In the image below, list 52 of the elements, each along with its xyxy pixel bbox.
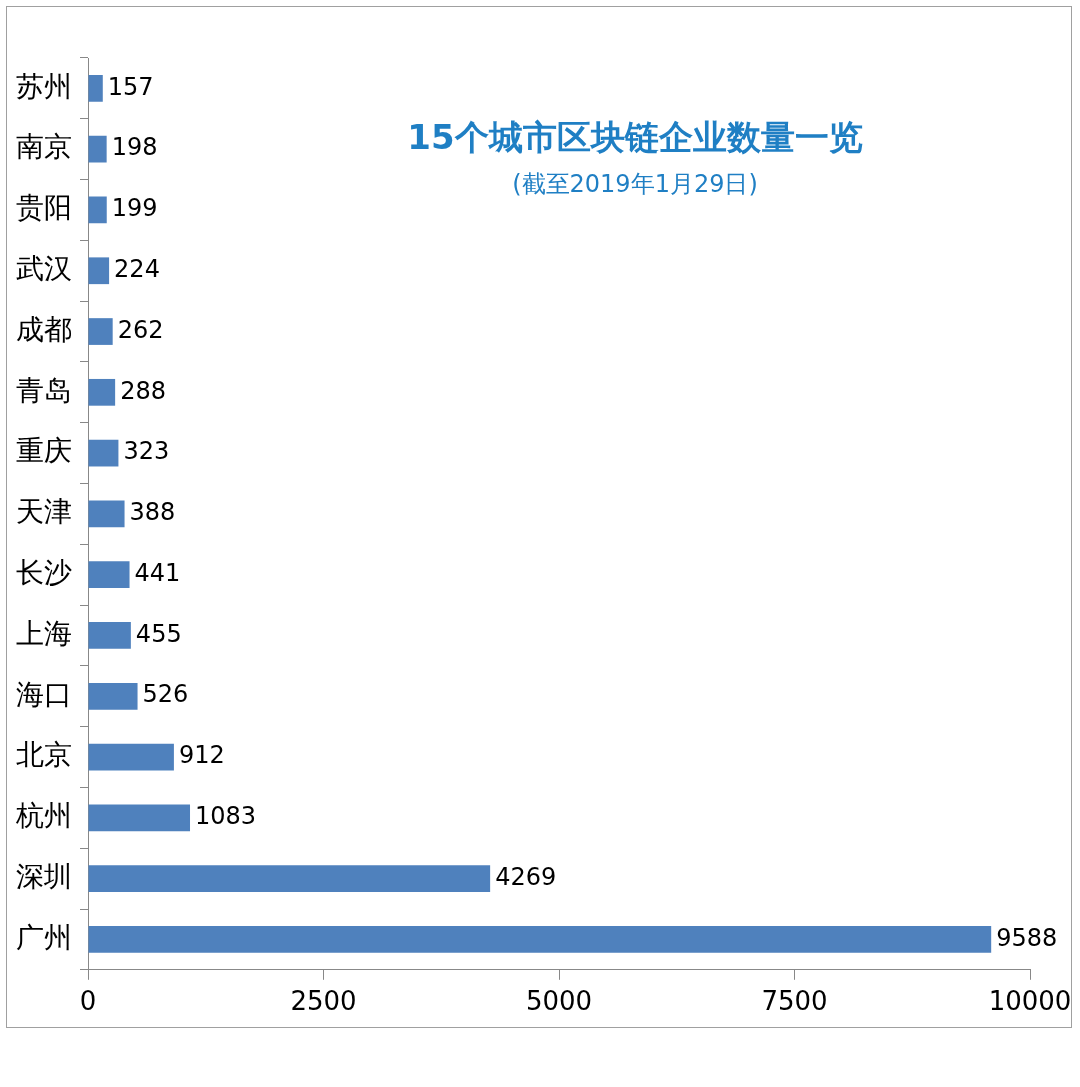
bar — [88, 196, 107, 224]
y-tick-label: 武汉 — [16, 252, 72, 286]
y-tick-label: 上海 — [16, 616, 72, 650]
y-tick-label: 重庆 — [16, 434, 72, 468]
y-tick-label: 青岛 — [16, 373, 72, 407]
data-label: 441 — [134, 558, 181, 587]
y-tick-label: 南京 — [16, 130, 72, 164]
bar — [88, 865, 491, 892]
data-label: 1083 — [195, 802, 257, 831]
data-label: 262 — [117, 315, 164, 344]
y-tick-label: 深圳 — [16, 859, 72, 893]
bar — [88, 257, 110, 285]
bar — [88, 500, 125, 528]
y-tick-label: 海口 — [16, 677, 72, 711]
x-tick-label: 7500 — [761, 986, 828, 1017]
text: 15个城市区块链企业数量一览 — [406, 116, 864, 159]
bar — [88, 804, 191, 832]
bar — [88, 135, 107, 163]
data-label: 323 — [123, 437, 170, 466]
bar — [88, 439, 119, 467]
data-label: 157 — [107, 72, 154, 101]
bar — [88, 378, 116, 406]
y-tick-label: 杭州 — [15, 799, 72, 833]
data-label: 4269 — [495, 862, 557, 891]
text: (截至2019年1月29日) — [511, 169, 759, 200]
x-tick-label: 10000 — [988, 986, 1072, 1017]
bar — [88, 318, 113, 345]
data-label: 224 — [114, 254, 160, 283]
data-label: 9588 — [996, 923, 1058, 952]
bar — [88, 561, 130, 589]
y-tick-label: 贵阳 — [16, 191, 72, 225]
y-tick-label: 长沙 — [16, 555, 72, 589]
y-tick-label: 天津 — [16, 495, 72, 529]
data-label: 288 — [120, 376, 166, 405]
data-label: 912 — [178, 741, 225, 770]
y-tick-label: 苏州 — [16, 69, 72, 103]
x-tick-label: 0 — [79, 986, 97, 1017]
x-tick-label: 2500 — [290, 986, 357, 1017]
y-tick-label: 广州 — [16, 920, 72, 954]
bar — [88, 926, 992, 953]
bar — [88, 75, 103, 102]
bar — [88, 743, 174, 771]
y-tick-label: 成都 — [16, 312, 72, 346]
data-label: 198 — [111, 133, 158, 162]
bar — [88, 682, 138, 710]
data-label: 199 — [111, 194, 158, 223]
data-label: 526 — [142, 680, 189, 709]
data-label: 388 — [129, 498, 176, 527]
x-tick-label: 5000 — [525, 986, 593, 1017]
data-label: 455 — [135, 619, 182, 648]
bar — [88, 622, 131, 649]
y-tick-label: 北京 — [16, 738, 72, 772]
